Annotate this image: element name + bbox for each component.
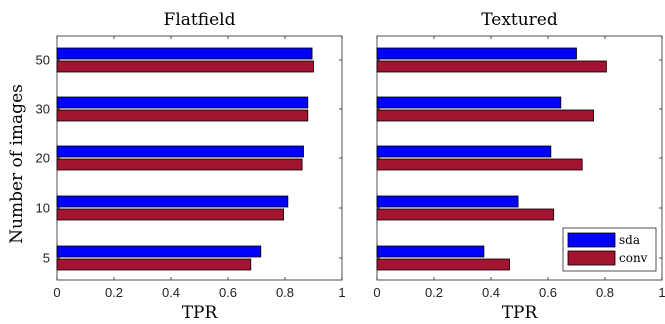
- y-axis-label: Number of images: [7, 84, 27, 244]
- x-tick-label: 0: [373, 285, 380, 300]
- panel-title: Textured: [481, 10, 558, 30]
- x-tick-label: 0.2: [105, 285, 123, 300]
- y-tick-label: 30: [36, 102, 50, 117]
- bar-sda-30: [56, 96, 309, 109]
- y-tick-label: 10: [36, 201, 50, 216]
- bar-sda-10: [376, 195, 519, 208]
- plot-area-frame: [56, 35, 343, 281]
- y-tick-label: 20: [36, 151, 50, 166]
- x-tick-label: 0.6: [539, 285, 557, 300]
- bar-sda-50: [376, 47, 577, 60]
- x-tick-label: 0.8: [596, 285, 614, 300]
- legend-swatch-conv: [567, 250, 616, 266]
- panel-0: 0 0.2 0.4 0.6 0.8 1 5 10 20 30 50 Flatfield TPR: [36, 10, 346, 323]
- y-tick-label: 5: [43, 251, 50, 266]
- x-tick-label: 0.2: [425, 285, 443, 300]
- bar-sda-10: [56, 195, 289, 208]
- bar-conv-30: [56, 109, 309, 122]
- bar-conv-50: [56, 60, 314, 73]
- bar-sda-5: [376, 245, 485, 258]
- x-tick-label: 0.6: [219, 285, 237, 300]
- x-axis-label: TPR: [502, 303, 539, 323]
- legend-label-sda: sda: [619, 233, 640, 247]
- bar-conv-20: [56, 158, 303, 171]
- bar-conv-10: [56, 208, 284, 221]
- panel-1: 0 0.2 0.4 0.6 0.8 1 Textured TPR sda conv: [373, 10, 665, 323]
- x-tick-label: 0.4: [162, 285, 180, 300]
- bar-sda-20: [376, 145, 552, 158]
- x-axis-label: TPR: [182, 303, 219, 323]
- bar-sda-5: [56, 245, 262, 258]
- legend-label-conv: conv: [619, 251, 648, 265]
- x-tick-label: 0.4: [482, 285, 500, 300]
- x-tick-label: 1: [658, 285, 665, 300]
- panel-title: Flatfield: [164, 10, 236, 30]
- y-tick-label: 50: [36, 53, 50, 68]
- bar-conv-30: [376, 109, 595, 122]
- bar-conv-20: [376, 158, 583, 171]
- legend-swatch-sda: [567, 232, 616, 248]
- bar-conv-5: [376, 258, 510, 271]
- bar-conv-5: [56, 258, 252, 271]
- legend: sda conv: [562, 227, 657, 272]
- x-tick-label: 0.8: [276, 285, 294, 300]
- bar-conv-10: [376, 208, 555, 221]
- x-tick-label: 1: [338, 285, 345, 300]
- bar-sda-30: [376, 96, 562, 109]
- bar-sda-20: [56, 145, 304, 158]
- bar-conv-50: [376, 60, 607, 73]
- x-tick-label: 0: [53, 285, 60, 300]
- bar-sda-50: [56, 47, 313, 60]
